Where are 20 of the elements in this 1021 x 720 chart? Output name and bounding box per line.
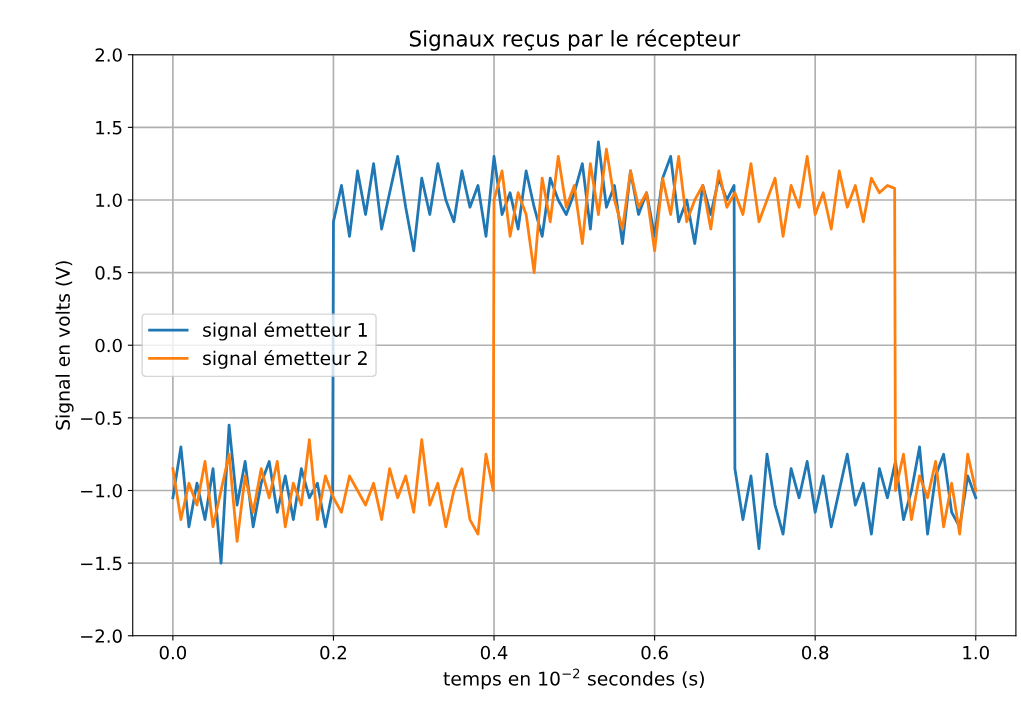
chart-title: Signaux reçus par le récepteur — [409, 29, 741, 51]
y-tick-label: 1.0 — [96, 193, 122, 208]
legend-label: signal émetteur 2 — [203, 349, 367, 369]
y-tick-label: 2.0 — [95, 48, 122, 62]
x-tick-label: 1.0 — [963, 645, 989, 660]
y-tick-label: −0.5 — [81, 411, 122, 425]
y-tick-label: 0.0 — [95, 338, 122, 353]
x-tick-label: 0.4 — [480, 645, 508, 660]
x-tick-label: 0.0 — [159, 645, 187, 660]
x-tick-label: 0.8 — [802, 645, 829, 660]
y-tick-label: −1.5 — [81, 556, 122, 571]
x-tick-label: 0.2 — [320, 645, 346, 660]
y-tick-label: −2.0 — [81, 629, 122, 643]
y-axis-title: Signal en volts (V) — [55, 261, 74, 430]
y-tick-label: 1.5 — [96, 121, 122, 135]
y-tick-label: 0.5 — [95, 266, 122, 280]
legend-label: signal émetteur 1 — [203, 321, 367, 341]
x-axis-title: temps en 10$^{−2}$ secondes (s) — [443, 668, 704, 690]
x-tick-label: 0.6 — [641, 645, 668, 660]
y-tick-label: −1.0 — [81, 483, 122, 498]
